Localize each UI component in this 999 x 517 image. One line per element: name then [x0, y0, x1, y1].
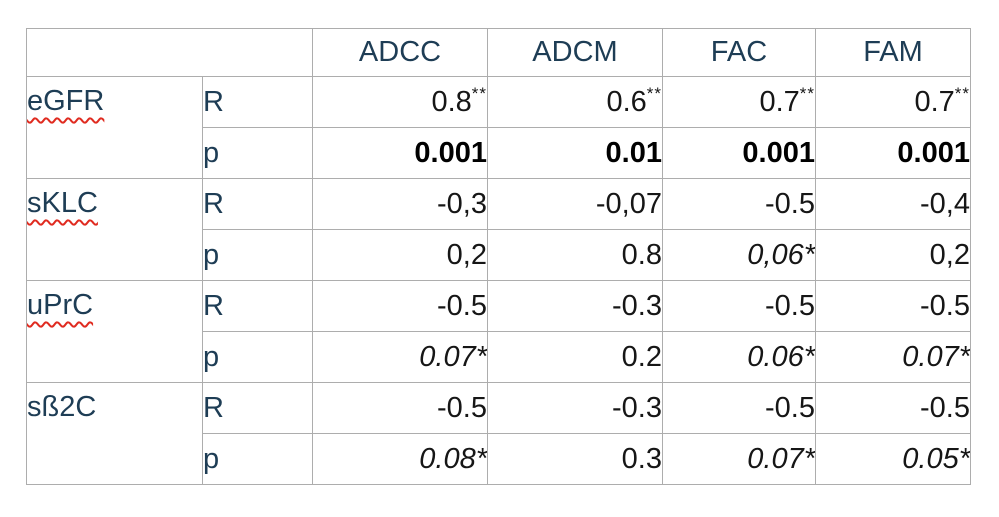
value-cell: -0,4	[815, 178, 971, 230]
row-label-sklc-text: sKLC	[27, 187, 98, 219]
table-row-sb2c-r: sß2C R -0.5 -0.3 -0.5 -0.5	[26, 382, 971, 485]
column-header-adcm: ADCM	[487, 28, 663, 77]
table-row-egfr-r: eGFR R 0.8** 0.6** 0.7** 0.7**	[26, 76, 971, 179]
row-label-sb2c: sß2C	[26, 382, 203, 485]
value-cell: -0,3	[312, 178, 488, 230]
value-cell: 0.8	[487, 229, 663, 281]
value-cell: 0,2	[815, 229, 971, 281]
value-cell: -0.5	[312, 382, 488, 434]
value-cell: 0.07*	[815, 331, 971, 383]
value-cell: 0.001	[815, 127, 971, 179]
significance-marker: **	[954, 83, 970, 103]
row-label-uprc-text: uPrC	[27, 289, 94, 321]
row-label-sklc: sKLC	[26, 178, 203, 281]
table-row-sklc-r: sKLC R -0,3 -0,07 -0.5 -0,4	[26, 178, 971, 281]
stat-label-p: p	[202, 229, 313, 281]
value-cell: -0.5	[815, 280, 971, 332]
value-cell: 0.3	[487, 433, 663, 485]
stat-label-r: R	[202, 280, 313, 332]
r-value: 0.6	[606, 85, 647, 118]
stat-label-r: R	[202, 178, 313, 230]
value-cell: 0.001	[312, 127, 488, 179]
value-cell: 0.2	[487, 331, 663, 383]
table-row-uprc-r: uPrC R -0.5 -0.3 -0.5 -0.5	[26, 280, 971, 383]
table-row-egfr-p: p 0.001 0.01 0.001 0.001	[27, 127, 971, 179]
stat-label-p: p	[202, 433, 313, 485]
table-row-sb2c-p: p 0.08* 0.3 0.07* 0.05*	[27, 433, 971, 485]
value-cell: -0.3	[487, 382, 663, 434]
value-cell: 0.07*	[312, 331, 488, 383]
value-cell: 0.7**	[815, 76, 971, 128]
value-cell: -0.5	[312, 280, 488, 332]
row-label-sb2c-text: sß2C	[27, 391, 97, 423]
column-header-adcc: ADCC	[312, 28, 488, 77]
stat-label-p: p	[202, 127, 313, 179]
table-row-sklc-p: p 0,2 0.8 0,06* 0,2	[27, 229, 971, 281]
value-cell: 0,2	[312, 229, 488, 281]
value-cell: -0.5	[662, 280, 816, 332]
significance-marker: **	[799, 83, 815, 103]
row-label-uprc: uPrC	[26, 280, 203, 383]
column-header-fam: FAM	[815, 28, 971, 77]
value-cell: 0.07*	[662, 433, 816, 485]
significance-marker: **	[471, 83, 487, 103]
stat-label-r: R	[202, 382, 313, 434]
corner-cell	[26, 28, 313, 77]
correlation-table-container: ADCC ADCM FAC FAM eGFR R 0.8** 0.6** 0.7…	[26, 28, 971, 485]
r-value: 0.7	[759, 85, 800, 118]
value-cell: 0.6**	[487, 76, 663, 128]
value-cell: 0.08*	[312, 433, 488, 485]
value-cell: 0.001	[662, 127, 816, 179]
value-cell: 0.05*	[815, 433, 971, 485]
value-cell: -0.5	[662, 382, 816, 434]
value-cell: -0.3	[487, 280, 663, 332]
value-cell: -0,07	[487, 178, 663, 230]
table-header-row: ADCC ADCM FAC FAM	[26, 28, 971, 77]
value-cell: 0.01	[487, 127, 663, 179]
column-header-fac: FAC	[662, 28, 816, 77]
row-label-egfr: eGFR	[26, 76, 203, 179]
value-cell: 0.06*	[662, 331, 816, 383]
value-cell: 0,06*	[662, 229, 816, 281]
r-value: 0.7	[914, 85, 955, 118]
r-value: 0.8	[431, 85, 472, 118]
value-cell: 0.8**	[312, 76, 488, 128]
stat-label-r: R	[202, 76, 313, 128]
correlation-table: ADCC ADCM FAC FAM eGFR R 0.8** 0.6** 0.7…	[26, 28, 971, 485]
value-cell: -0.5	[815, 382, 971, 434]
value-cell: 0.7**	[662, 76, 816, 128]
stat-label-p: p	[202, 331, 313, 383]
row-label-egfr-text: eGFR	[27, 85, 105, 117]
table-row-uprc-p: p 0.07* 0.2 0.06* 0.07*	[27, 331, 971, 383]
significance-marker: **	[646, 83, 662, 103]
value-cell: -0.5	[662, 178, 816, 230]
